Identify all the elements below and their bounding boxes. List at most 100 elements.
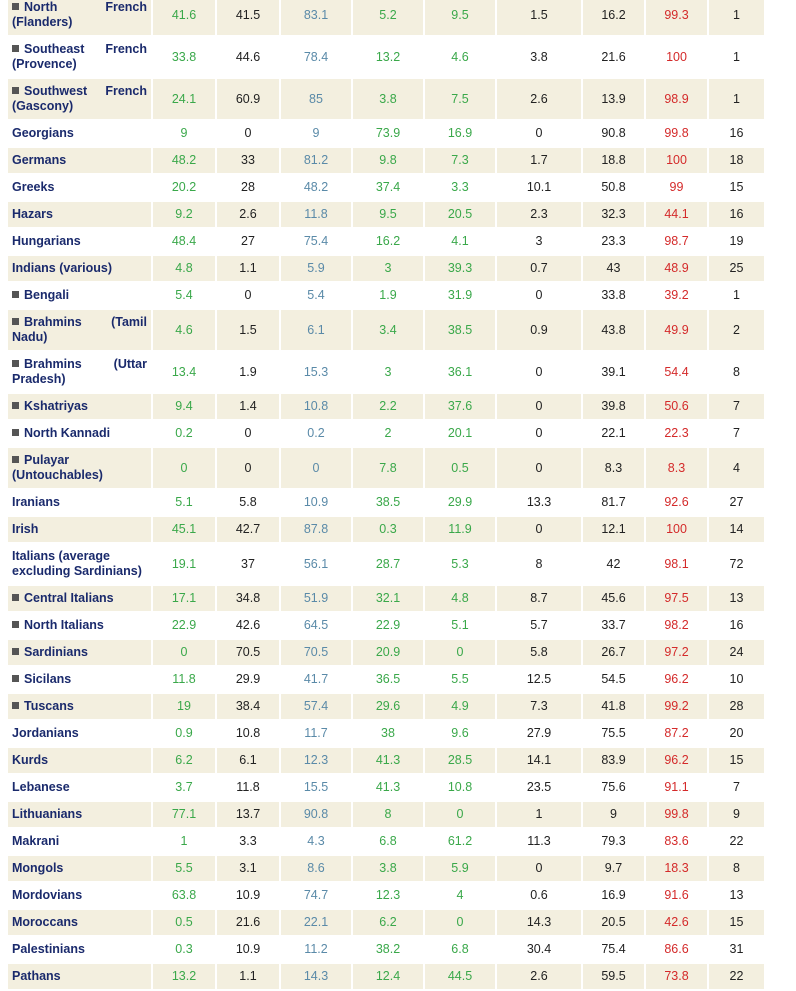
value-cell: 19 bbox=[709, 229, 764, 254]
value-cell: 0 bbox=[217, 283, 279, 308]
value-cell: 22.9 bbox=[353, 613, 423, 638]
table-row: Lebanese 3.7 11.8 15.5 41.3 10.8 23.5 75.6 91.1 7 bbox=[8, 775, 764, 800]
value-cell: 50.8 bbox=[583, 175, 644, 200]
value-cell: 11.2 bbox=[281, 937, 351, 962]
value-cell: 3.8 bbox=[497, 37, 581, 77]
value-cell: 39.8 bbox=[583, 394, 644, 419]
value-cell: 10.9 bbox=[217, 883, 279, 908]
value-cell: 0.3 bbox=[153, 937, 215, 962]
value-cell: 11.8 bbox=[281, 202, 351, 227]
value-cell: 27 bbox=[217, 229, 279, 254]
value-cell: 42.6 bbox=[217, 613, 279, 638]
value-cell: 8 bbox=[353, 802, 423, 827]
value-cell: 3.8 bbox=[353, 79, 423, 119]
row-name-cell: Palestinians bbox=[8, 937, 151, 962]
value-cell: 8.6 bbox=[281, 856, 351, 881]
value-cell: 29.9 bbox=[217, 667, 279, 692]
value-cell: 5.4 bbox=[281, 283, 351, 308]
value-cell: 91.6 bbox=[646, 883, 707, 908]
value-cell: 9 bbox=[583, 802, 644, 827]
value-cell: 33.8 bbox=[583, 283, 644, 308]
value-cell: 83.9 bbox=[583, 748, 644, 773]
value-cell: 17.1 bbox=[153, 586, 215, 611]
table-row: North Italians 22.9 42.6 64.5 22.9 5.1 5.7 33.7… bbox=[8, 613, 764, 638]
value-cell: 0.3 bbox=[353, 517, 423, 542]
row-name-label: Lithuanians bbox=[12, 807, 83, 821]
row-name-cell: Mordovians bbox=[8, 883, 151, 908]
table-row: Bengali 5.4 0 5.4 1.9 31.9 0 33.8 39.2 1 bbox=[8, 283, 764, 308]
value-cell: 27.9 bbox=[497, 721, 581, 746]
value-cell: 9.2 bbox=[153, 202, 215, 227]
value-cell: 7 bbox=[709, 775, 764, 800]
value-cell: 16.2 bbox=[583, 0, 644, 35]
value-cell: 0 bbox=[217, 121, 279, 146]
value-cell: 1 bbox=[497, 802, 581, 827]
row-name-cell: Hazars bbox=[8, 202, 151, 227]
bullet-icon bbox=[12, 3, 19, 10]
value-cell: 44.6 bbox=[217, 37, 279, 77]
value-cell: 9.5 bbox=[425, 0, 495, 35]
value-cell: 7.5 bbox=[425, 79, 495, 119]
value-cell: 14.3 bbox=[497, 910, 581, 935]
value-cell: 79.3 bbox=[583, 829, 644, 854]
value-cell: 15.3 bbox=[281, 352, 351, 392]
value-cell: 16 bbox=[709, 202, 764, 227]
value-cell: 27 bbox=[709, 490, 764, 515]
value-cell: 48.4 bbox=[153, 229, 215, 254]
value-cell: 0.2 bbox=[281, 421, 351, 446]
row-name-cell: Moroccans bbox=[8, 910, 151, 935]
table-row: Kshatriyas 9.4 1.4 10.8 2.2 37.6 0 39.8 50.6 7 bbox=[8, 394, 764, 419]
value-cell: 77.1 bbox=[153, 802, 215, 827]
table-row: Central Italians 17.1 34.8 51.9 32.1 4.8 8.7 45… bbox=[8, 586, 764, 611]
value-cell: 19 bbox=[153, 694, 215, 719]
value-cell: 100 bbox=[646, 148, 707, 173]
value-cell: 12.4 bbox=[353, 964, 423, 989]
value-cell: 61.2 bbox=[425, 829, 495, 854]
value-cell: 22.9 bbox=[153, 613, 215, 638]
value-cell: 22.1 bbox=[281, 910, 351, 935]
value-cell: 9 bbox=[709, 802, 764, 827]
table-row: Tuscans 19 38.4 57.4 29.6 4.9 7.3 41.8 99.2 28 bbox=[8, 694, 764, 719]
value-cell: 3.3 bbox=[425, 175, 495, 200]
value-cell: 0 bbox=[497, 352, 581, 392]
value-cell: 13.4 bbox=[153, 352, 215, 392]
value-cell: 8.7 bbox=[497, 586, 581, 611]
value-cell: 10.9 bbox=[217, 937, 279, 962]
value-cell: 75.4 bbox=[281, 229, 351, 254]
row-name-cell: Lebanese bbox=[8, 775, 151, 800]
row-name-label: Tuscans bbox=[24, 699, 74, 713]
table-row: Moroccans 0.5 21.6 22.1 6.2 0 14.3 20.5 42.6 15 bbox=[8, 910, 764, 935]
value-cell: 8 bbox=[709, 352, 764, 392]
table-row: Brahmins (Uttar Pradesh) 13.4 1.9 15.3 3 36.1… bbox=[8, 352, 764, 392]
value-cell: 83.1 bbox=[281, 0, 351, 35]
value-cell: 20 bbox=[709, 721, 764, 746]
row-name-label: North French (Flanders) bbox=[12, 0, 147, 29]
row-name-cell: Georgians bbox=[8, 121, 151, 146]
row-name-label: Irish bbox=[12, 522, 39, 536]
row-name-label: Sardinians bbox=[24, 645, 88, 659]
row-name-label: Sicilans bbox=[24, 672, 72, 686]
value-cell: 12.3 bbox=[281, 748, 351, 773]
value-cell: 90.8 bbox=[583, 121, 644, 146]
value-cell: 5.7 bbox=[497, 613, 581, 638]
value-cell: 59.5 bbox=[583, 964, 644, 989]
row-name-label: Hungarians bbox=[12, 234, 81, 248]
row-name-cell: Greeks bbox=[8, 175, 151, 200]
value-cell: 0.9 bbox=[153, 721, 215, 746]
value-cell: 23.5 bbox=[497, 775, 581, 800]
value-cell: 16 bbox=[709, 121, 764, 146]
value-cell: 16.9 bbox=[425, 121, 495, 146]
value-cell: 45.1 bbox=[153, 517, 215, 542]
value-cell: 0.5 bbox=[153, 910, 215, 935]
bullet-icon bbox=[12, 702, 19, 709]
haplogroup-table: North French (Flanders) 41.6 41.5 83.1 5.2 9.… bbox=[6, 0, 766, 991]
row-name-label: Central Italians bbox=[24, 591, 114, 605]
row-name-cell: Central Italians bbox=[8, 586, 151, 611]
row-name-cell: Germans bbox=[8, 148, 151, 173]
value-cell: 0 bbox=[425, 802, 495, 827]
value-cell: 2 bbox=[353, 421, 423, 446]
value-cell: 87.2 bbox=[646, 721, 707, 746]
value-cell: 1.1 bbox=[217, 964, 279, 989]
table-row: Iranians 5.1 5.8 10.9 38.5 29.9 13.3 81.7 92.6 27 bbox=[8, 490, 764, 515]
value-cell: 0 bbox=[497, 394, 581, 419]
